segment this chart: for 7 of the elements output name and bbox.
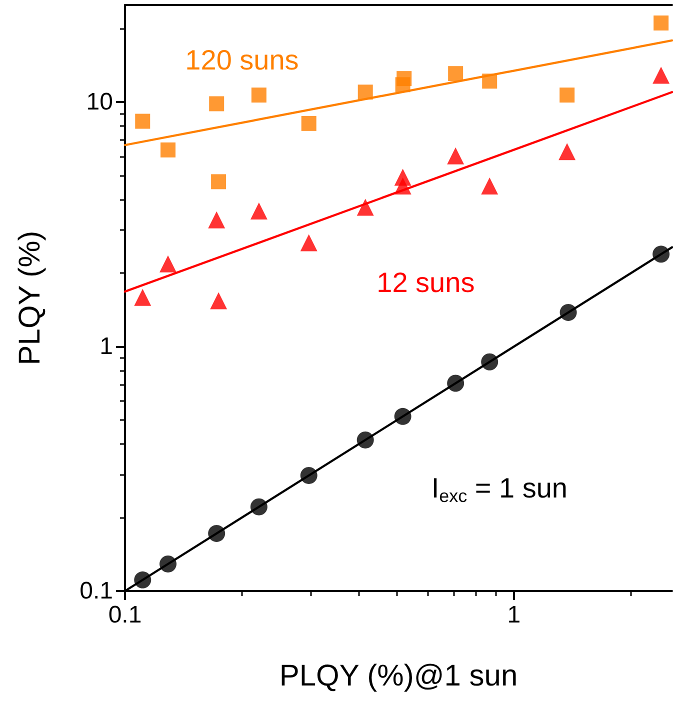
y-tick-label: 10 — [86, 88, 113, 116]
x-axis-title: PLQY (%)@1 sun — [279, 660, 518, 692]
series-label: 120 suns — [185, 44, 299, 76]
y-tick-label: 1 — [100, 333, 113, 360]
y-tick-label: 0.1 — [80, 578, 113, 604]
series-label: 12 suns — [376, 267, 475, 298]
y-axis-title: PLQY (%) — [14, 230, 46, 366]
